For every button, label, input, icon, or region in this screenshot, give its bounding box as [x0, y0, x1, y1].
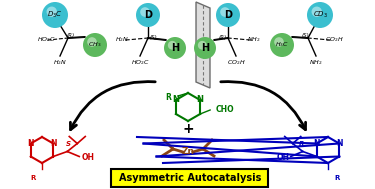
Circle shape	[136, 3, 160, 27]
Text: N: N	[172, 95, 179, 105]
Circle shape	[46, 7, 57, 17]
Text: $CH_3$: $CH_3$	[88, 41, 102, 50]
Polygon shape	[196, 2, 210, 88]
Text: $H_3C$: $H_3C$	[275, 41, 289, 50]
Text: (R): (R)	[67, 33, 75, 37]
Text: N: N	[27, 139, 34, 148]
Text: N: N	[50, 139, 57, 148]
Text: D: D	[144, 10, 152, 20]
Text: N: N	[336, 139, 342, 148]
Text: $CO_2H$: $CO_2H$	[325, 36, 344, 44]
Circle shape	[42, 2, 68, 28]
Text: OH: OH	[81, 153, 94, 162]
Text: N: N	[314, 139, 320, 148]
Text: +: +	[182, 122, 194, 136]
Circle shape	[83, 33, 107, 57]
Circle shape	[220, 7, 230, 17]
Circle shape	[270, 33, 294, 57]
Text: (S): (S)	[149, 35, 157, 40]
Text: H: H	[171, 43, 179, 53]
Text: $HO_2C$: $HO_2C$	[36, 36, 56, 44]
Circle shape	[216, 3, 240, 27]
Text: $NH_2$: $NH_2$	[309, 59, 323, 67]
Text: R: R	[165, 94, 171, 102]
Text: $HO_2C$: $HO_2C$	[130, 59, 150, 67]
Circle shape	[274, 37, 284, 47]
Text: N: N	[196, 95, 204, 105]
Text: $D_3C$: $D_3C$	[47, 10, 63, 20]
Text: CHO: CHO	[216, 105, 235, 114]
Text: OH: OH	[277, 153, 290, 162]
Text: (R): (R)	[219, 35, 227, 40]
Text: R: R	[30, 175, 36, 181]
Circle shape	[198, 41, 207, 50]
FancyBboxPatch shape	[111, 169, 268, 187]
Circle shape	[194, 37, 216, 59]
Text: Zn: Zn	[182, 147, 195, 156]
Circle shape	[87, 37, 97, 47]
Circle shape	[307, 2, 333, 28]
Text: D: D	[224, 10, 232, 20]
Text: $NH_2$: $NH_2$	[247, 36, 261, 44]
Text: S: S	[66, 142, 71, 147]
Text: Asymmetric Autocatalysis: Asymmetric Autocatalysis	[119, 173, 261, 183]
Text: R: R	[334, 175, 340, 181]
Text: H: H	[201, 43, 209, 53]
Text: R: R	[299, 142, 304, 147]
Text: $H_2N$: $H_2N$	[115, 36, 129, 44]
Circle shape	[168, 41, 177, 50]
Text: (S): (S)	[301, 33, 309, 37]
Circle shape	[312, 7, 322, 17]
Circle shape	[164, 37, 186, 59]
Text: $CO_2H$: $CO_2H$	[226, 59, 245, 67]
Circle shape	[140, 7, 150, 17]
Text: $H_2N$: $H_2N$	[53, 59, 67, 67]
Text: $CD_3$: $CD_3$	[312, 10, 327, 20]
